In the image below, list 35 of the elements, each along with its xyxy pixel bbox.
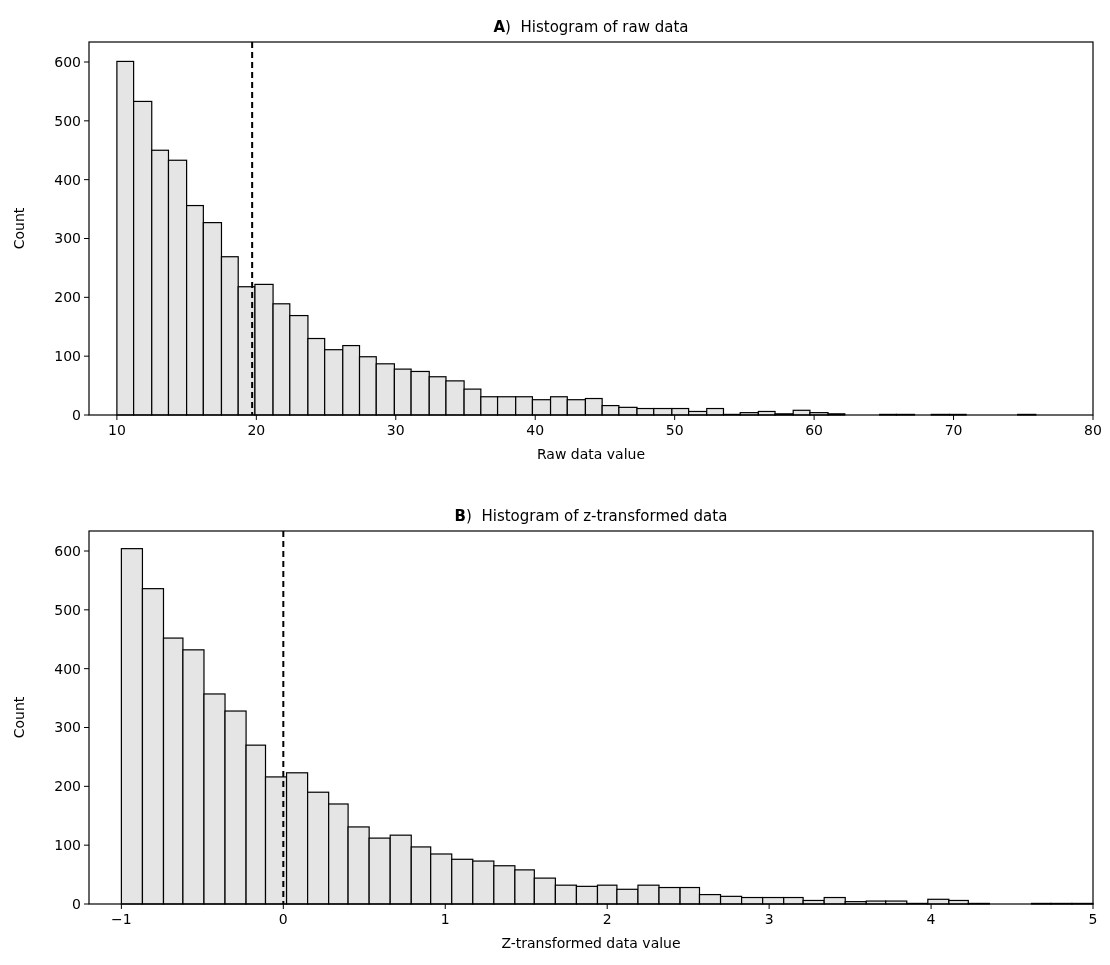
x-tick-label: 70 [944,422,963,438]
x-tick-label: 80 [1084,422,1102,438]
x-tick-label: 50 [665,422,684,438]
x-tick-label: 10 [107,422,126,438]
y-axis-title: Count [11,207,27,250]
y-tick-label: 500 [54,112,81,129]
y-tick-label: 200 [54,778,81,795]
x-axis-title: Z-transformed data value [501,935,681,951]
y-tick-label: 100 [54,348,81,365]
x-tick-label: 0 [278,911,288,927]
y-tick-label: 600 [54,53,81,70]
x-tick-label: 40 [526,422,545,438]
x-tick-label: 60 [805,422,824,438]
x-tick-label: 3 [764,911,774,927]
y-tick-label: 400 [54,171,81,188]
y-tick-label: 100 [54,837,81,854]
x-axis-title: Raw data value [536,446,646,462]
y-tick-label: 0 [72,406,81,423]
y-tick-label: 300 [54,719,81,736]
chart-title: A) Histogram of raw data [493,18,689,36]
y-axis-title: Count [11,696,27,739]
x-tick-label: 2 [602,911,612,927]
x-tick-label: 30 [386,422,405,438]
x-tick-label: 20 [247,422,266,438]
x-tick-label: −1 [111,911,132,927]
y-tick-label: 500 [54,601,81,618]
chart-title: B) Histogram of z-transformed data [454,507,728,525]
x-tick-label: 5 [1088,911,1098,927]
x-tick-label: 4 [926,911,936,927]
x-tick-label: 1 [440,911,450,927]
y-tick-label: 200 [54,289,81,306]
y-tick-label: 400 [54,660,81,677]
y-tick-label: 600 [54,542,81,559]
y-tick-label: 300 [54,230,81,247]
y-tick-label: 0 [72,895,81,912]
